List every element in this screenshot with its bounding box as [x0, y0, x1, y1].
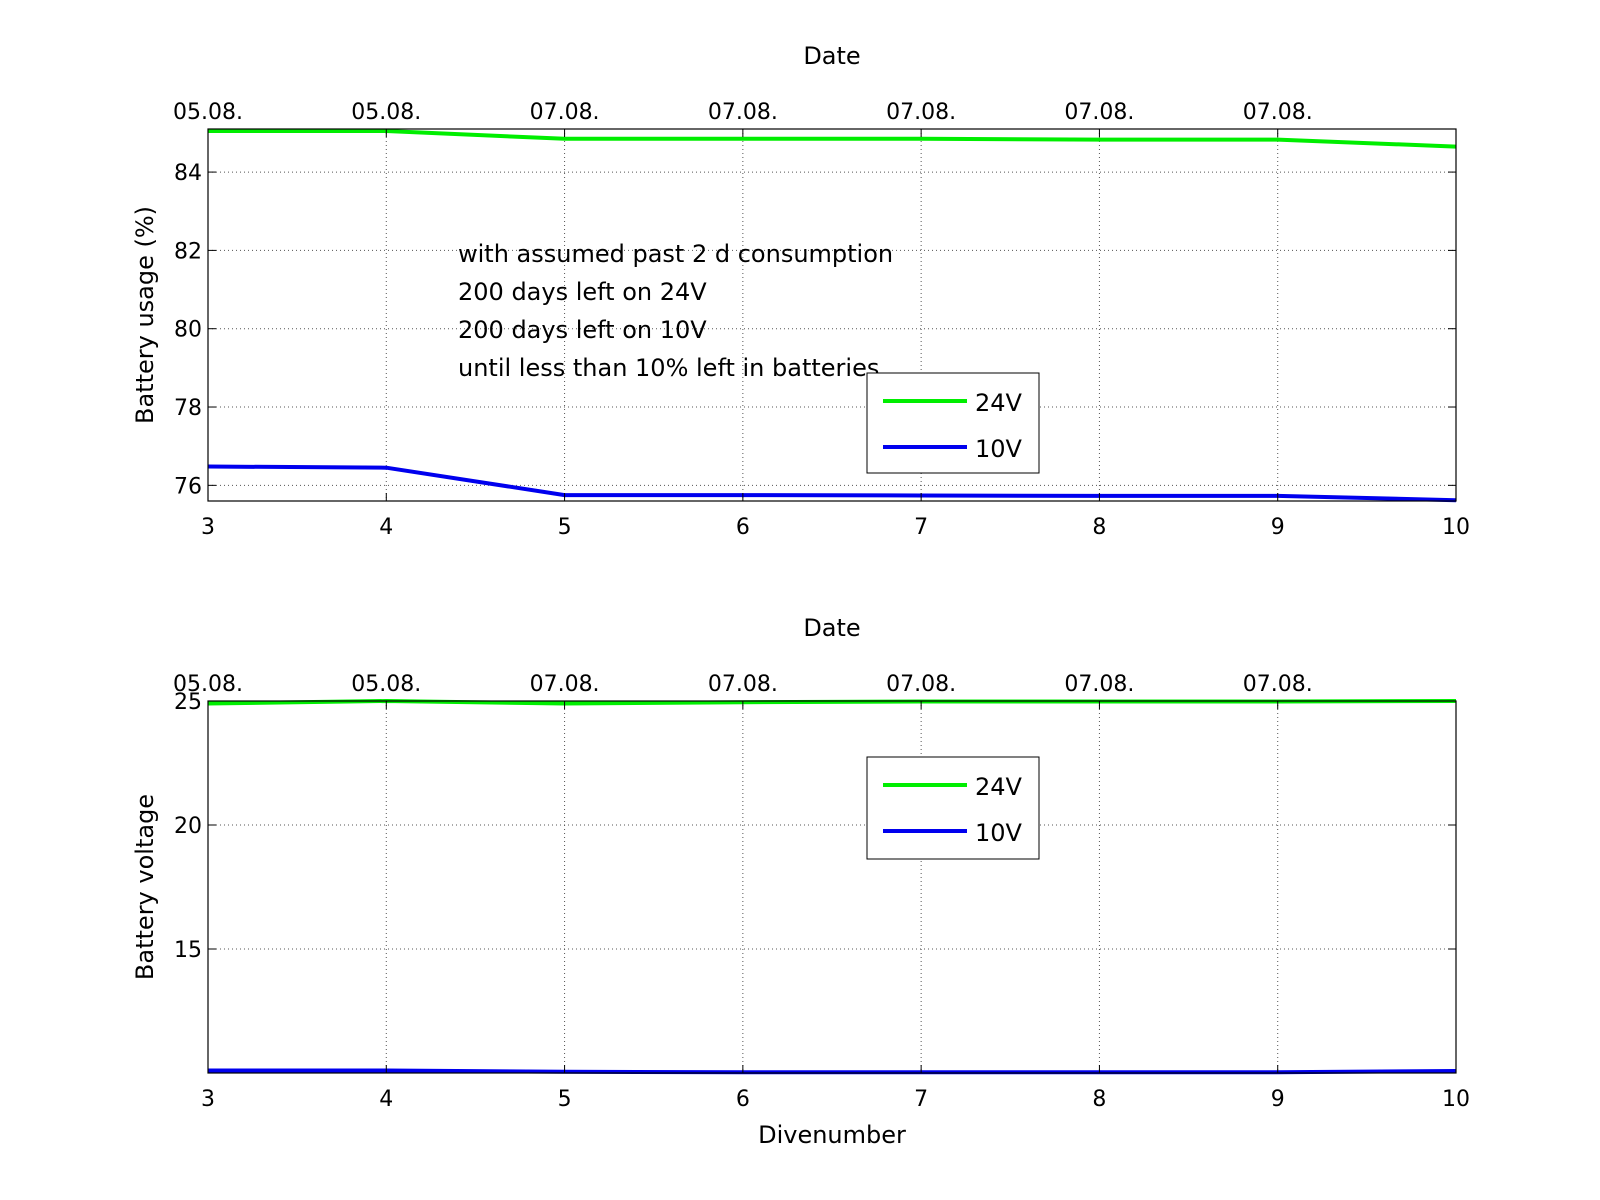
axis-title-top: Date	[803, 614, 860, 642]
y-tick-label: 80	[174, 318, 202, 343]
x-tick-label: 10	[1442, 515, 1470, 540]
x-tick-label: 8	[1092, 515, 1106, 540]
x-tick-label: 10	[1442, 1087, 1470, 1112]
legend-label: 24V	[975, 389, 1023, 417]
legend-label: 10V	[975, 819, 1023, 847]
top-tick-label: 07.08.	[1064, 100, 1134, 125]
series-line-24V	[208, 129, 1457, 149]
annotation-line: until less than 10% left in batteries	[458, 354, 879, 382]
x-tick-label: 9	[1271, 1087, 1285, 1112]
x-tick-label: 5	[558, 515, 572, 540]
y-axis-label: Battery usage (%)	[131, 206, 159, 424]
axes-frame	[207, 128, 1457, 502]
x-tick-label: 7	[914, 515, 928, 540]
x-tick-label: 5	[558, 1087, 572, 1112]
plot-area	[208, 701, 1456, 1073]
legend-box	[866, 372, 1040, 474]
top-tick-label: 07.08.	[886, 672, 956, 697]
axes-frame	[207, 700, 1457, 1074]
plot-area	[208, 129, 1456, 501]
x-tick-label: 8	[1092, 1087, 1106, 1112]
top-tick-label: 07.08.	[886, 100, 956, 125]
x-tick-label: 7	[914, 1087, 928, 1112]
top-tick-label: 07.08.	[1064, 672, 1134, 697]
annotation-line: with assumed past 2 d consumption	[458, 240, 893, 268]
x-tick-label: 3	[201, 515, 215, 540]
x-tick-label: 4	[379, 515, 393, 540]
annotation-line: 200 days left on 24V	[458, 278, 707, 306]
top-tick-label: 07.08.	[708, 672, 778, 697]
top-tick-label: 07.08.	[708, 100, 778, 125]
y-tick-label: 82	[174, 239, 202, 264]
legend-box	[866, 756, 1040, 860]
top-tick-label: 07.08.	[1243, 672, 1313, 697]
x-axis-label: Divenumber	[758, 1121, 906, 1149]
annotation-line: 200 days left on 10V	[458, 316, 707, 344]
y-tick-label: 15	[174, 938, 202, 963]
y-tick-label: 76	[174, 474, 202, 499]
top-tick-label: 07.08.	[1243, 100, 1313, 125]
top-tick-label: 05.08.	[173, 100, 243, 125]
x-tick-label: 4	[379, 1087, 393, 1112]
y-tick-label: 20	[174, 814, 202, 839]
legend: 24V 10V	[866, 372, 1040, 474]
series-line-10V	[208, 1068, 1457, 1075]
y-tick-label: 25	[174, 690, 202, 715]
y-tick-label: 78	[174, 396, 202, 421]
top-tick-label: 05.08.	[351, 672, 421, 697]
top-tick-label: 05.08.	[351, 100, 421, 125]
top-tick-label: 07.08.	[530, 672, 600, 697]
top-tick-label: 07.08.	[530, 100, 600, 125]
y-tick-label: 84	[174, 161, 202, 186]
x-tick-label: 9	[1271, 515, 1285, 540]
top-tick-label: 05.08.	[173, 672, 243, 697]
x-tick-label: 6	[736, 1087, 750, 1112]
legend-label: 24V	[975, 773, 1023, 801]
series-line-10V	[207, 464, 1457, 503]
x-tick-label: 3	[201, 1087, 215, 1112]
axis-title-top: Date	[803, 42, 860, 70]
x-tick-label: 6	[736, 515, 750, 540]
legend-label: 10V	[975, 435, 1023, 463]
y-axis-label: Battery voltage	[131, 794, 159, 980]
legend: 24V 10V	[866, 756, 1040, 860]
